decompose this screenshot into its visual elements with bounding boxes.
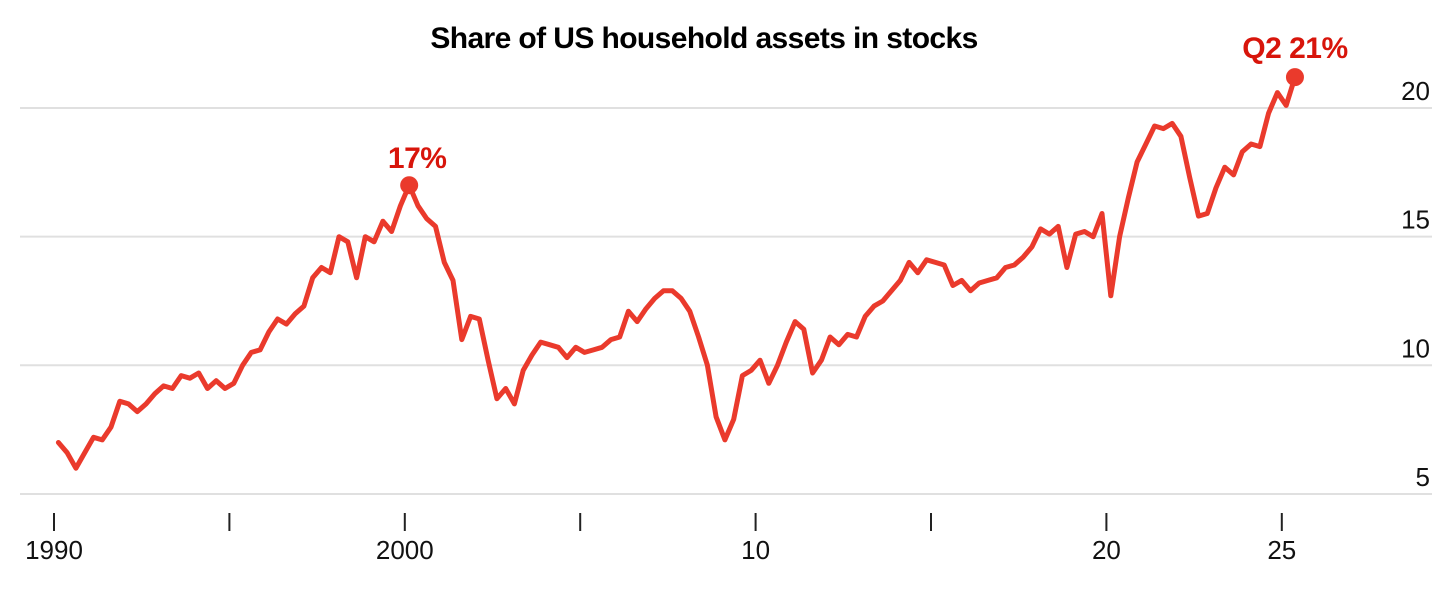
y-axis-label: 15 (1401, 205, 1430, 235)
x-axis-label: 2000 (376, 535, 434, 565)
x-axis-label: 20 (1092, 535, 1121, 565)
x-axis-label: 1990 (25, 535, 83, 565)
y-axis-label: 10 (1401, 333, 1430, 363)
data-series-line (55, 74, 1298, 471)
x-axis-label: 25 (1267, 535, 1296, 565)
x-axis-label: 10 (741, 535, 770, 565)
data-point-marker (1285, 68, 1304, 87)
y-axis-label: 5 (1416, 462, 1430, 492)
chart-title: Share of US household assets in stocks (430, 22, 978, 55)
annotation-label: Q2 21% (1242, 32, 1347, 65)
data-point-marker (400, 176, 419, 195)
annotation-label: 17% (388, 142, 447, 175)
y-axis-label: 20 (1401, 76, 1430, 106)
